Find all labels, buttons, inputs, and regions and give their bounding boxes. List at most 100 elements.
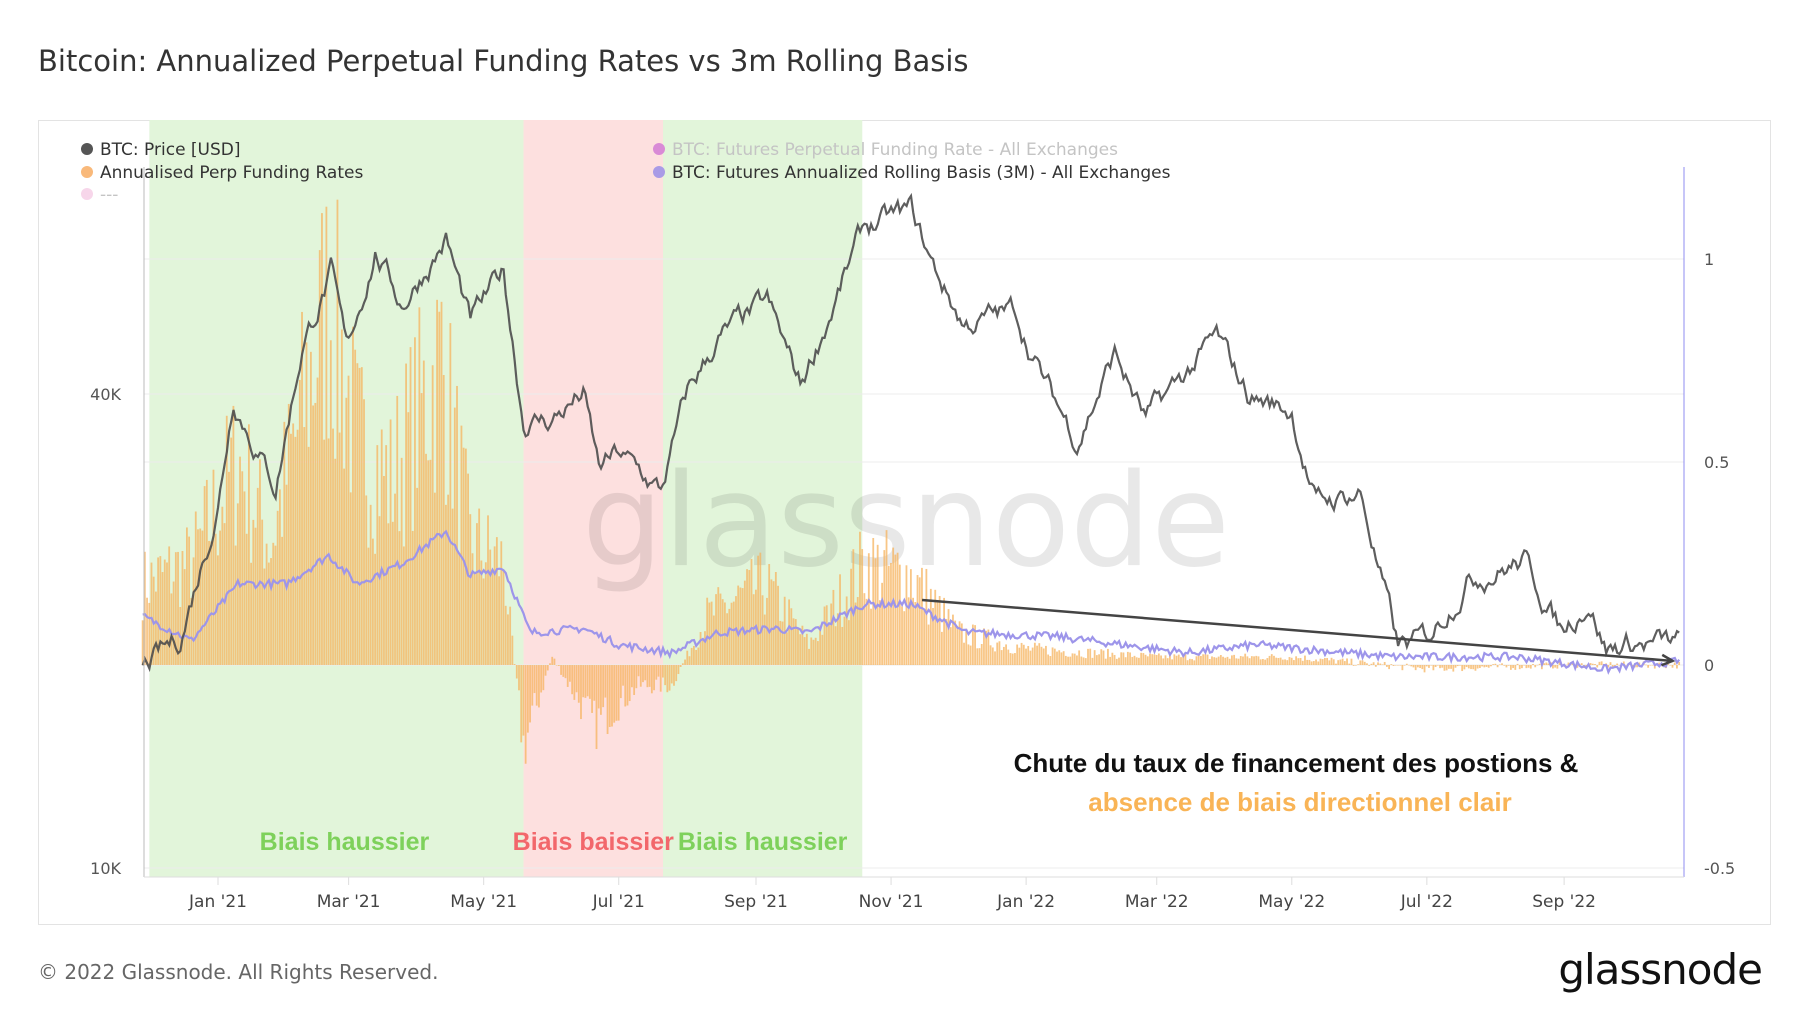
funding-bar	[830, 603, 833, 665]
funding-bar	[637, 665, 640, 677]
funding-bar	[374, 553, 376, 665]
funding-bar	[462, 447, 465, 665]
funding-bar	[520, 665, 523, 743]
funding-bar	[617, 665, 620, 721]
legend-item[interactable]: Annualised Perp Funding Rates	[100, 163, 363, 183]
funding-bar	[1244, 653, 1247, 665]
funding-bar	[367, 547, 370, 665]
funding-bar	[1157, 653, 1160, 665]
funding-bar	[921, 567, 923, 665]
funding-bar	[1182, 654, 1185, 665]
funding-bar	[956, 625, 959, 665]
funding-bar	[445, 504, 447, 665]
legend-item[interactable]: BTC: Futures Annualized Rolling Basis (3…	[672, 163, 1171, 183]
funding-bar	[228, 471, 230, 665]
funding-bar	[1315, 659, 1317, 665]
funding-bar	[1270, 654, 1273, 665]
funding-bar	[1390, 664, 1393, 665]
funding-bar	[166, 562, 168, 665]
funding-bar	[1658, 662, 1661, 665]
funding-bar	[278, 489, 281, 665]
funding-bar	[1211, 656, 1213, 665]
funding-bar	[407, 412, 410, 665]
funding-bar	[1556, 665, 1559, 669]
funding-bar	[814, 637, 817, 665]
funding-bar	[1328, 660, 1331, 665]
funding-bar	[1188, 658, 1191, 665]
funding-bar	[595, 665, 598, 750]
funding-bar	[172, 581, 175, 665]
funding-bar	[564, 665, 567, 679]
funding-bar	[531, 665, 534, 706]
funding-bar	[1082, 657, 1085, 665]
funding-bar	[980, 644, 983, 665]
x-tick-label: Jan '21	[188, 892, 247, 912]
arrowhead-icon	[1660, 653, 1676, 667]
funding-bar	[1242, 656, 1244, 665]
funding-bar	[1262, 659, 1264, 665]
funding-bar	[1399, 665, 1402, 666]
funding-bar	[314, 402, 317, 665]
funding-bar	[597, 665, 600, 709]
funding-bar	[852, 549, 855, 665]
funding-bar	[549, 663, 551, 665]
funding-bar	[1091, 657, 1094, 665]
funding-bar	[177, 551, 179, 665]
funding-bar	[1275, 657, 1278, 665]
funding-bar	[673, 665, 675, 686]
funding-bar	[1352, 665, 1355, 666]
funding-bar	[1321, 659, 1324, 665]
funding-bar	[1288, 657, 1291, 665]
funding-bar	[369, 504, 372, 665]
funding-bar	[828, 622, 830, 665]
funding-bar	[1038, 643, 1041, 665]
funding-bar	[728, 608, 731, 665]
funding-bar	[1011, 653, 1014, 665]
funding-bar	[1370, 663, 1373, 665]
funding-bar	[1076, 655, 1078, 665]
funding-bar	[1529, 665, 1532, 669]
funding-bar	[974, 625, 976, 665]
funding-bar	[1002, 646, 1005, 665]
funding-bar	[1033, 642, 1036, 665]
funding-bar	[1051, 647, 1054, 665]
funding-bar	[1419, 665, 1422, 668]
funding-bar	[854, 602, 857, 665]
funding-bar	[1060, 652, 1063, 665]
funding-bar	[199, 528, 202, 665]
legend-item[interactable]: ---	[100, 185, 118, 205]
funding-bar	[810, 637, 813, 665]
funding-bar	[307, 446, 310, 665]
funding-bar	[836, 613, 839, 665]
funding-bar	[287, 403, 290, 665]
funding-bar	[560, 665, 562, 675]
funding-bar	[535, 665, 538, 706]
funding-bar	[236, 503, 239, 665]
funding-bar	[586, 665, 589, 697]
funding-bar	[1496, 665, 1499, 668]
funding-bar	[1324, 658, 1326, 665]
funding-bar	[1614, 665, 1616, 667]
funding-bar	[1505, 665, 1508, 668]
legend-item[interactable]: BTC: Price [USD]	[100, 140, 241, 160]
funding-bar	[1348, 663, 1351, 665]
funding-bar	[305, 342, 308, 665]
funding-bar	[635, 665, 638, 689]
funding-bar	[263, 568, 266, 665]
funding-bar	[1359, 660, 1362, 665]
funding-bar	[1425, 665, 1428, 667]
funding-bar	[1454, 665, 1457, 668]
funding-bar	[805, 633, 808, 665]
funding-bar	[1160, 655, 1162, 665]
funding-bar	[1554, 665, 1557, 668]
legend-item[interactable]: BTC: Futures Perpetual Funding Rate - Al…	[672, 140, 1118, 160]
funding-bar	[898, 564, 901, 665]
funding-bar	[285, 484, 288, 665]
right-tick-label: 0.5	[1704, 453, 1729, 472]
funding-bar	[1377, 662, 1379, 665]
funding-bar	[1434, 665, 1437, 668]
funding-bar	[644, 665, 647, 681]
funding-bar	[148, 602, 151, 665]
x-tick-label: Jul '22	[1400, 892, 1453, 912]
funding-bar	[1474, 665, 1477, 671]
